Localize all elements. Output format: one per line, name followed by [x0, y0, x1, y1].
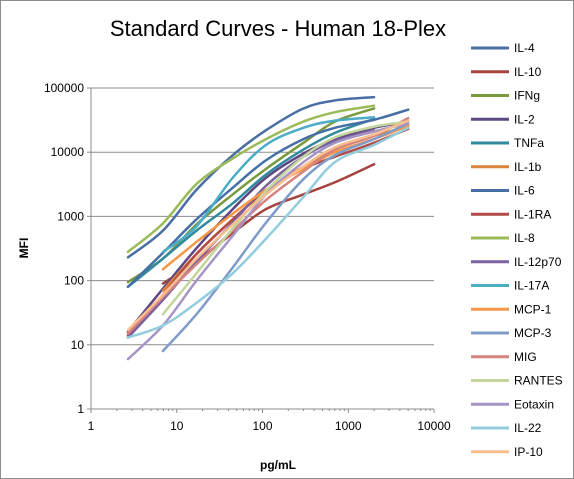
legend-label-mig: MIG [514, 350, 537, 364]
legend-label-rantes: RANTES [514, 374, 563, 388]
chart-title: Standard Curves - Human 18-Plex [110, 16, 446, 41]
series-line-il-6 [126, 108, 410, 289]
series-line-il-8 [126, 104, 376, 254]
series-line-il-4 [126, 95, 376, 259]
series-line-il-17a [161, 116, 376, 254]
series-line-ip-10 [126, 119, 410, 332]
y-tick-label: 10000 [51, 145, 85, 159]
legend-label-il-17a: IL-17A [514, 279, 549, 293]
series-line-il-1b [161, 125, 410, 292]
tick-labels: 1 10 100 1000 10000 100000 1 10 100 1000 10000 [44, 81, 451, 433]
y-tick-label: 100000 [44, 81, 84, 95]
x-tick-label: 10000 [417, 419, 451, 433]
y-tick-label: 1 [77, 402, 84, 416]
legend-label-il-6: IL-6 [514, 184, 535, 198]
y-axis-title: MFI [17, 238, 31, 259]
legend-label-eotaxin: Eotaxin [514, 397, 554, 411]
series-line-il-12p70 [126, 128, 376, 339]
series-line-mig [126, 116, 410, 335]
series-line-rantes [161, 120, 410, 316]
gridlines [91, 87, 434, 346]
series-line-il-2 [126, 120, 410, 333]
x-tick-label: 100 [252, 419, 272, 433]
series-line-mcp-3 [161, 122, 410, 353]
legend-label-il-12p70: IL-12p70 [514, 255, 562, 269]
data-series [126, 95, 410, 361]
axes [87, 87, 435, 413]
legend: IL-4 IL-10 IFNg IL-2 TNFa IL-1b IL-6 IL-1RA IL-8… [471, 41, 563, 459]
legend-label-ifng: IFNg [514, 89, 540, 103]
y-tick-label: 100 [64, 274, 84, 288]
series-line-il-22 [126, 126, 410, 339]
legend-label-ip-10: IP-10 [514, 445, 543, 459]
legend-label-tnfa: TNFa [514, 136, 544, 150]
legend-label-il-8: IL-8 [514, 231, 535, 245]
legend-label-il-1b: IL-1b [514, 160, 542, 174]
x-axis-title: pg/mL [260, 458, 296, 472]
legend-label-il-2: IL-2 [514, 112, 535, 126]
y-tick-label: 1000 [57, 209, 84, 223]
legend-label-mcp-1: MCP-1 [514, 302, 552, 316]
legend-label-il-22: IL-22 [514, 421, 542, 435]
legend-label-il-4: IL-4 [514, 41, 535, 55]
x-tick-label: 1 [88, 419, 95, 433]
legend-label-mcp-3: MCP-3 [514, 326, 552, 340]
legend-label-il-10: IL-10 [514, 65, 542, 79]
legend-label-il-1ra: IL-1RA [514, 207, 551, 221]
series-line-tnfa [126, 117, 376, 289]
y-tick-label: 10 [71, 338, 85, 352]
x-tick-label: 10 [170, 419, 184, 433]
x-tick-label: 1000 [335, 419, 362, 433]
